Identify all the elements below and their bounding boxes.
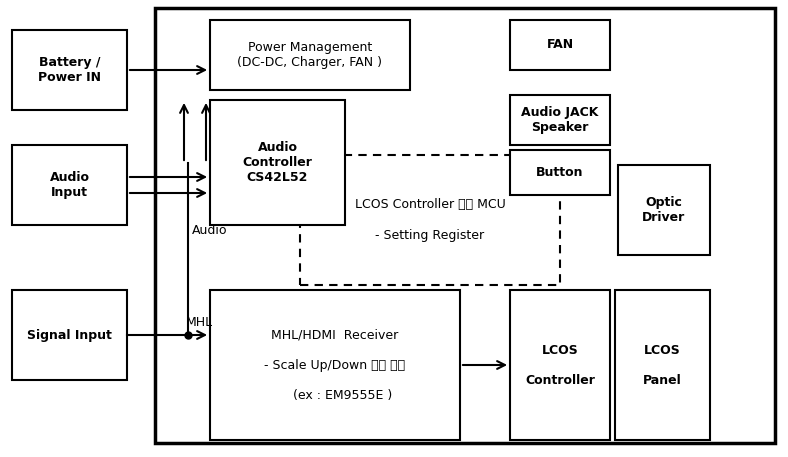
Text: LCOS

Panel: LCOS Panel (643, 344, 682, 387)
Bar (12, 290, 127, 380)
Bar (210, 20, 410, 90)
Text: Audio
Controller
CS42L52: Audio Controller CS42L52 (243, 141, 312, 184)
Text: LCOS

Controller: LCOS Controller (525, 344, 595, 387)
Bar (210, 290, 460, 440)
Text: Button: Button (537, 166, 584, 179)
Text: Optic
Driver: Optic Driver (642, 196, 686, 224)
Text: Audio JACK
Speaker: Audio JACK Speaker (522, 106, 599, 134)
Bar (155, 8, 775, 443)
Bar (615, 290, 710, 440)
Bar (618, 165, 710, 255)
Text: LCOS Controller 내부 MCU

- Setting Register: LCOS Controller 내부 MCU - Setting Registe… (355, 198, 505, 241)
Bar (300, 155, 560, 285)
Bar (510, 150, 610, 195)
Bar (12, 30, 127, 110)
Text: Signal Input: Signal Input (27, 329, 112, 341)
Bar (510, 290, 610, 440)
Text: MHL: MHL (185, 316, 213, 329)
Text: FAN: FAN (546, 38, 574, 52)
Text: MHL/HDMI  Receiver

- Scale Up/Down 기능 내장

    (ex : EM9555E ): MHL/HDMI Receiver - Scale Up/Down 기능 내장 … (265, 329, 406, 402)
Text: Audio
Input: Audio Input (50, 171, 90, 199)
Bar (210, 100, 345, 225)
Bar (510, 95, 610, 145)
Bar (12, 145, 127, 225)
Text: Power Management
(DC-DC, Charger, FAN ): Power Management (DC-DC, Charger, FAN ) (237, 41, 382, 69)
Text: Audio: Audio (192, 223, 228, 237)
Text: Battery /
Power IN: Battery / Power IN (38, 56, 101, 84)
Bar (510, 20, 610, 70)
